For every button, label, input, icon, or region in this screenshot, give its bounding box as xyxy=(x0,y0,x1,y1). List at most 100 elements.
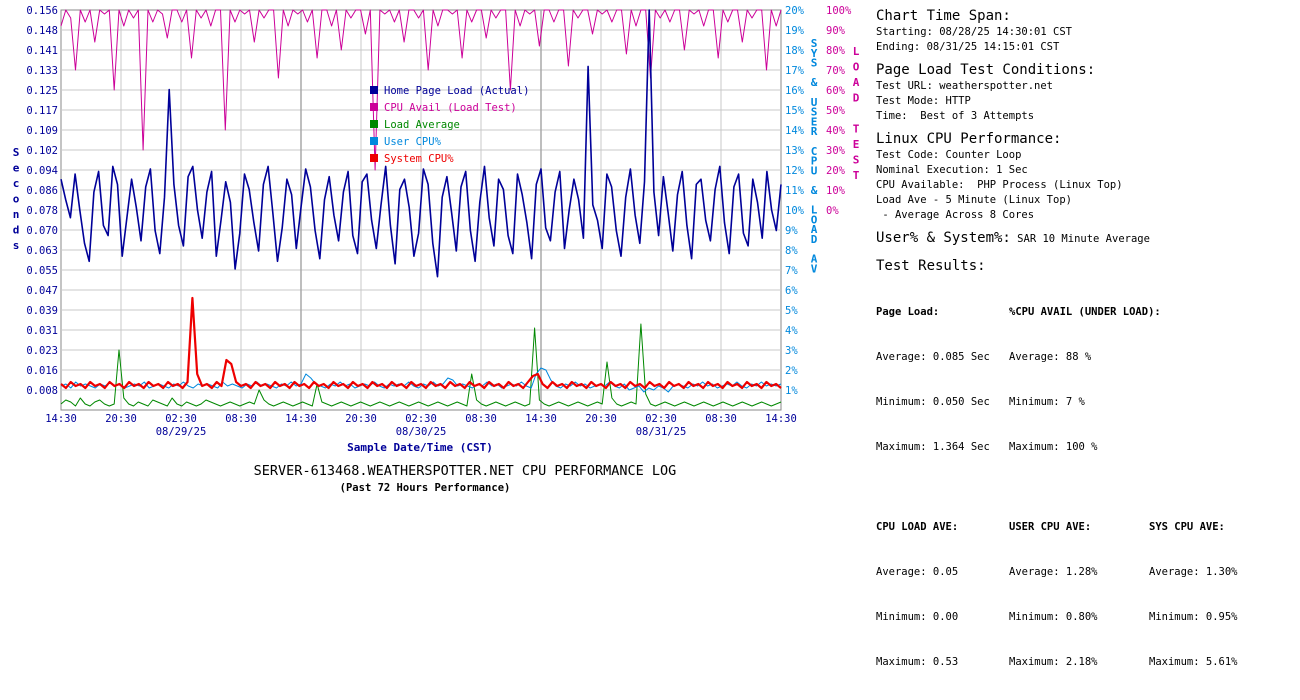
y-right1-tick-label: 6% xyxy=(785,285,798,297)
y-left-tick-label: 0.047 xyxy=(26,285,58,297)
y-right1-tick-label: 4% xyxy=(785,325,798,337)
y-right1-axis-label-char: E xyxy=(811,115,818,128)
user-cpu-max: Maximum: 2.18% xyxy=(1009,656,1098,668)
conditions-title: Page Load Test Conditions: xyxy=(876,62,1096,78)
page-load-min: Minimum: 0.050 Sec xyxy=(876,396,990,408)
legend-label: Load Average xyxy=(384,119,460,131)
linux-title: Linux CPU Performance: xyxy=(876,131,1062,147)
x-tick-label: 14:30 xyxy=(285,413,317,425)
load-ave-results: CPU LOAD AVE: Average: 0.05 Minimum: 0.0… xyxy=(876,490,1009,700)
y-right2-tick-label: 90% xyxy=(826,25,846,37)
y-right1-tick-label: 14% xyxy=(785,125,805,137)
y-right1-tick-label: 17% xyxy=(785,65,805,77)
load-ave-desc: Load Ave - 5 Minute (Linux Top) xyxy=(876,194,1072,206)
y-right2-axis-label-char: T xyxy=(853,169,860,182)
y-right1-tick-label: 5% xyxy=(785,305,798,317)
y-left-tick-label: 0.023 xyxy=(26,345,58,357)
x-tick-label: 20:30 xyxy=(585,413,617,425)
date-label: 08/31/25 xyxy=(636,426,687,438)
y-left-axis-label-char: d xyxy=(13,224,20,237)
y-right1-tick-label: 1% xyxy=(785,385,798,397)
y-right2-tick-label: 70% xyxy=(826,65,846,77)
y-right1-tick-label: 7% xyxy=(785,265,798,277)
legend-swatch xyxy=(370,154,378,162)
load-ave-head: CPU LOAD AVE: xyxy=(876,521,959,533)
chart-title: SERVER-613468.WEATHERSPOTTER.NET CPU PER… xyxy=(254,463,677,479)
y-left-axis-label-char: n xyxy=(13,208,20,221)
y-left-tick-label: 0.094 xyxy=(26,165,58,177)
y-right1-axis-label-char: D xyxy=(811,233,818,246)
series-line-system-cpu xyxy=(60,296,782,390)
y-right2-axis-label-char: A xyxy=(853,76,860,89)
y-left-tick-label: 0.102 xyxy=(26,145,58,157)
span-start: Starting: 08/28/25 14:30:01 CST xyxy=(876,26,1072,38)
series-line-load-average xyxy=(60,323,782,407)
results-row-1: Page Load: Average: 0.085 Sec Minimum: 0… xyxy=(876,275,1296,485)
y-right2-axis-label-char: E xyxy=(853,138,860,151)
y-left-tick-label: 0.055 xyxy=(26,265,58,277)
series-line-home-page-load-actual xyxy=(60,9,782,278)
results-title: Test Results: xyxy=(876,258,986,274)
y-left-tick-label: 0.078 xyxy=(26,205,58,217)
test-time: Time: Best of 3 Attempts xyxy=(876,110,1035,122)
cpu-avail-results: %CPU AVAIL (UNDER LOAD): Average: 88 % M… xyxy=(1009,275,1161,485)
y-right1-axis-label-char: R xyxy=(811,125,818,138)
y-left-axis-label-char: S xyxy=(13,146,20,159)
sys-cpu-min: Minimum: 0.95% xyxy=(1149,611,1238,623)
series-line-cpu-avail-load-test xyxy=(60,9,782,171)
x-axis-label: Sample Date/Time (CST) xyxy=(347,441,493,454)
y-right1-axis-label-char: L xyxy=(811,204,818,217)
y-right2-axis-label-char: L xyxy=(853,45,860,58)
y-right2-tick-label: 80% xyxy=(826,45,846,57)
y-right1-axis-label-char: C xyxy=(811,145,818,158)
x-tick-label: 08:30 xyxy=(465,413,497,425)
y-right1-tick-label: 3% xyxy=(785,345,798,357)
y-right2-tick-label: 30% xyxy=(826,145,846,157)
info-panel: Chart Time Span: Starting: 08/28/25 14:3… xyxy=(876,8,1296,700)
y-right1-axis-label-char: A xyxy=(811,253,818,266)
y-right2-tick-label: 60% xyxy=(826,85,846,97)
test-mode: Test Mode: HTTP xyxy=(876,95,971,107)
y-right1-axis-label-char: P xyxy=(811,155,818,168)
test-url: Test URL: weatherspotter.net xyxy=(876,80,1054,92)
y-right2-tick-label: 40% xyxy=(826,125,846,137)
y-right1-axis-label-char: S xyxy=(811,106,818,119)
load-ave-avg: Average: 0.05 xyxy=(876,566,959,578)
y-left-tick-label: 0.148 xyxy=(26,25,58,37)
sys-cpu-avg: Average: 1.30% xyxy=(1149,566,1238,578)
results-row-2: CPU LOAD AVE: Average: 0.05 Minimum: 0.0… xyxy=(876,490,1296,700)
x-tick-label: 20:30 xyxy=(105,413,137,425)
date-label: 08/29/25 xyxy=(156,426,207,438)
load-ave-max: Maximum: 0.53 xyxy=(876,656,959,668)
y-left-tick-label: 0.125 xyxy=(26,85,58,97)
y-right1-axis-label-char: S xyxy=(811,37,818,50)
y-right1-tick-label: 19% xyxy=(785,25,805,37)
y-right1-axis-label-char: U xyxy=(811,96,818,109)
sys-cpu-head: SYS CPU AVE: xyxy=(1149,521,1225,533)
y-left-tick-label: 0.133 xyxy=(26,65,58,77)
y-right2-axis-label-char: S xyxy=(853,154,860,167)
legend-label: Home Page Load (Actual) xyxy=(384,85,529,97)
y-left-tick-label: 0.008 xyxy=(26,385,58,397)
span-end: Ending: 08/31/25 14:15:01 CST xyxy=(876,41,1060,53)
page-load-head: Page Load: xyxy=(876,306,940,318)
y-right1-tick-label: 8% xyxy=(785,245,798,257)
user-sys-title: User% & System%: xyxy=(876,230,1011,246)
y-left-tick-label: 0.109 xyxy=(26,125,58,137)
user-cpu-results: USER CPU AVE: Average: 1.28% Minimum: 0.… xyxy=(1009,490,1149,700)
user-sys-heading: User% & System%: SAR 10 Minute Average xyxy=(876,230,1296,248)
legend-swatch xyxy=(370,120,378,128)
legend-swatch xyxy=(370,103,378,111)
y-right1-tick-label: 18% xyxy=(785,45,805,57)
y-left-tick-label: 0.117 xyxy=(26,105,58,117)
y-left-tick-label: 0.031 xyxy=(26,325,58,337)
y-right2-tick-label: 20% xyxy=(826,165,846,177)
y-right1-axis-label-char: S xyxy=(811,57,818,70)
cpu-avail-head: %CPU AVAIL (UNDER LOAD): xyxy=(1009,306,1161,318)
x-tick-label: 02:30 xyxy=(405,413,437,425)
x-tick-label: 02:30 xyxy=(645,413,677,425)
user-sys-subtitle: SAR 10 Minute Average xyxy=(1010,233,1150,245)
nominal-execution: Nominal Execution: 1 Sec xyxy=(876,164,1028,176)
